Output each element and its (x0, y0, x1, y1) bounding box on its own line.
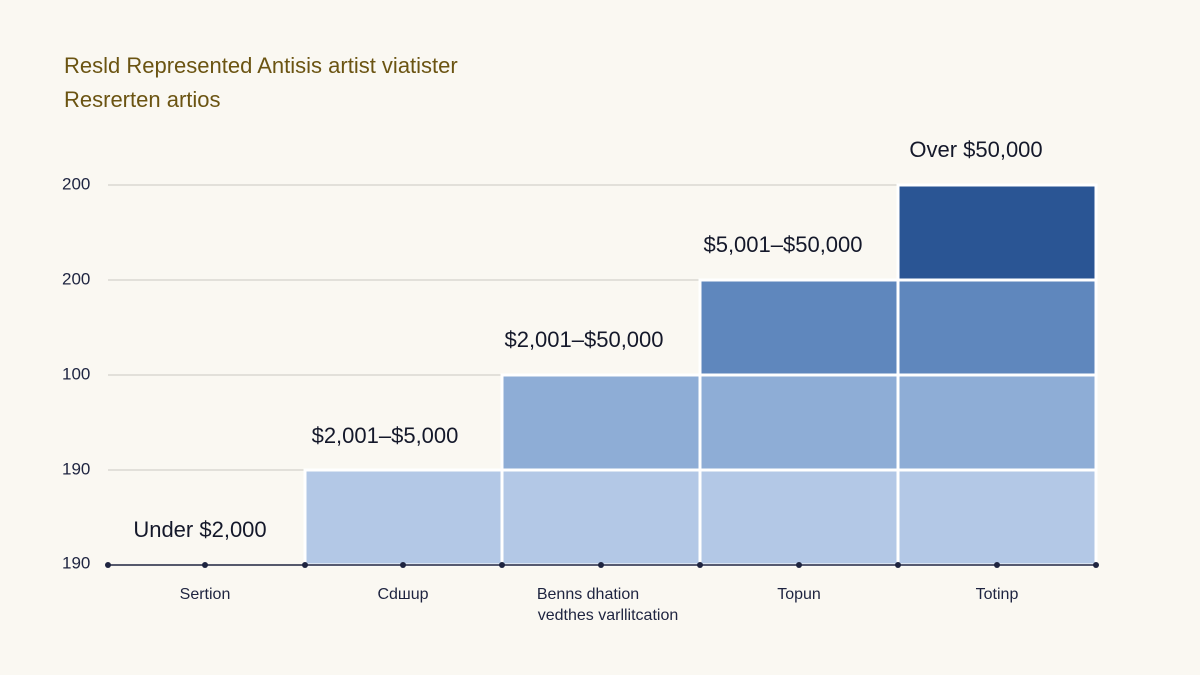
y-label: 200 (62, 174, 90, 193)
block (896, 373, 1098, 472)
x-label: Topun (777, 586, 821, 603)
dot (302, 562, 308, 568)
step-label: $2,001–$50,000 (504, 327, 663, 352)
steps (303, 183, 1098, 567)
dot (499, 562, 505, 568)
x-label: Benns dhation (537, 586, 639, 603)
step-label: $5,001–$50,000 (703, 232, 862, 257)
block (896, 468, 1098, 567)
block (698, 468, 900, 567)
dot (598, 562, 604, 568)
x-label: Totinp (976, 586, 1019, 603)
baseline-dots (105, 562, 1099, 568)
step-label: Under $2,000 (133, 517, 266, 542)
dot (1093, 562, 1099, 568)
step-label: $2,001–$5,000 (312, 423, 459, 448)
x-label: vedthes varllitcation (538, 607, 679, 624)
dot (202, 562, 208, 568)
block (896, 183, 1098, 282)
y-label: 200 (62, 269, 90, 288)
step-label: Over $50,000 (909, 137, 1042, 162)
block (698, 373, 900, 472)
dot (105, 562, 111, 568)
block (303, 468, 504, 567)
y-label: 190 (62, 459, 90, 478)
x-label: Sertion (180, 586, 231, 603)
title-line: Resld Represented Antisis artist viatist… (64, 53, 458, 78)
title-line: Resrerten artios (64, 87, 221, 112)
dot (697, 562, 703, 568)
dot (400, 562, 406, 568)
x-label: Cdшup (377, 586, 428, 603)
dot (895, 562, 901, 568)
y-label: 100 (62, 364, 90, 383)
block (896, 278, 1098, 377)
block (500, 373, 702, 472)
y-label: 190 (62, 553, 90, 572)
block (698, 278, 900, 377)
dot (796, 562, 802, 568)
dot (994, 562, 1000, 568)
block (500, 468, 702, 567)
